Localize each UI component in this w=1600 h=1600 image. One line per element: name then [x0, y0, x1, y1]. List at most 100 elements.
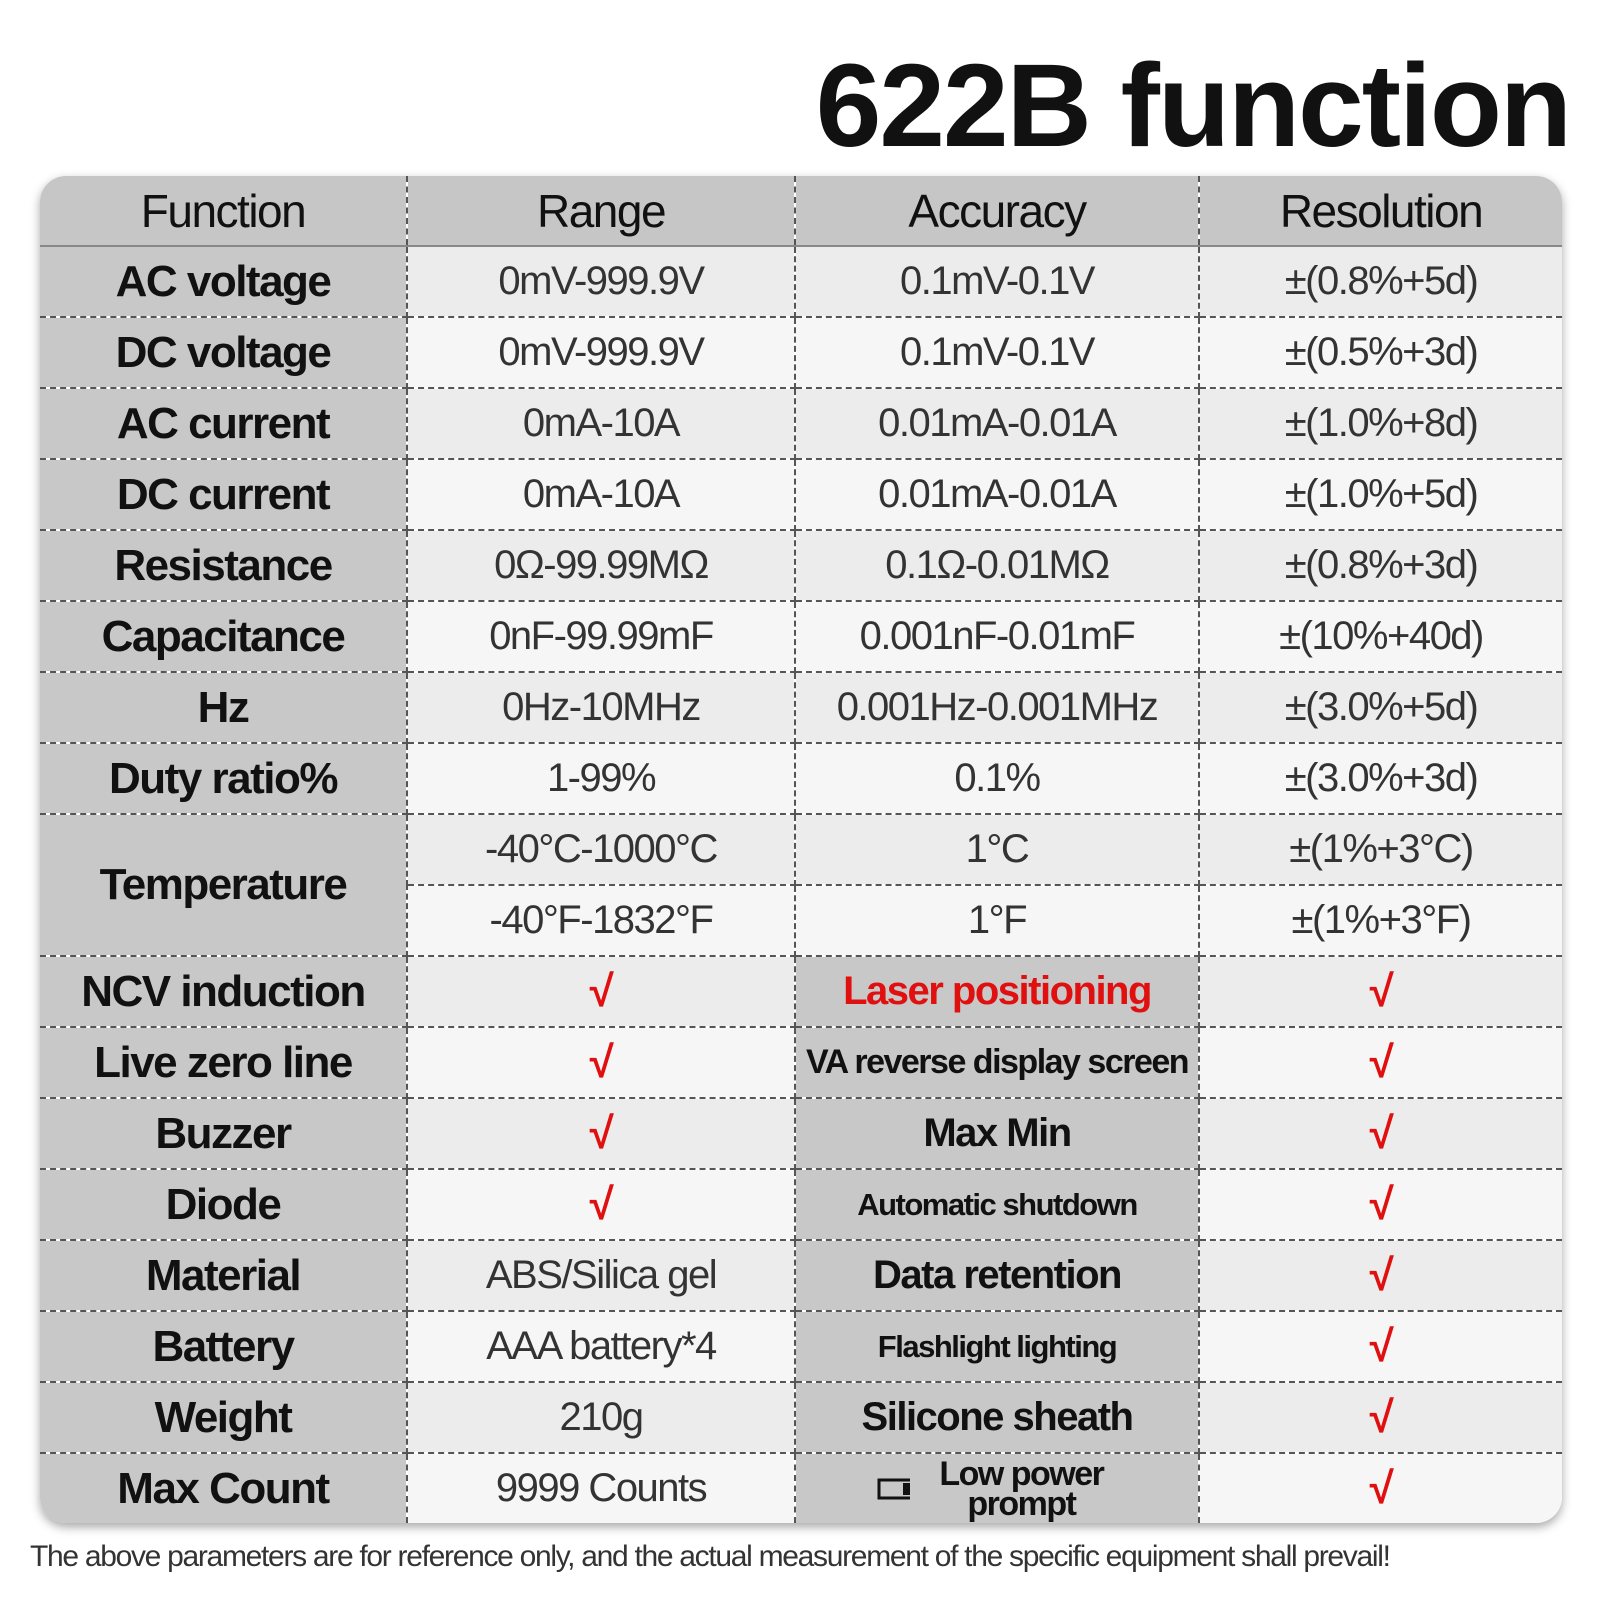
table-cell: ±(3.0%+3d) — [1198, 742, 1562, 815]
table-cell: Automatic shutdown — [794, 1168, 1200, 1241]
table-cell: Temperature — [40, 813, 408, 957]
table-cell: √ — [1198, 955, 1562, 1028]
table-cell: 0nF-99.99mF — [406, 600, 796, 673]
table-cell: -40°F-1832°F — [407, 884, 796, 957]
table-cell: √ — [1198, 1026, 1562, 1099]
table-cell: 0mA-10A — [406, 458, 796, 531]
table-row: -40°F-1832°F 1°F ±(1%+3°F) — [40, 884, 1562, 957]
table-cell: Low power prompt — [794, 1452, 1200, 1523]
table-cell: AAA battery*4 — [406, 1310, 796, 1383]
table-cell: √ — [1198, 1168, 1562, 1241]
table-cell: 0Hz-10MHz — [406, 671, 796, 744]
table-cell: √ — [406, 1026, 796, 1099]
table-cell: ±(1.0%+5d) — [1198, 458, 1562, 531]
table-cell: -40°C-1000°C — [406, 813, 796, 886]
table-cell: 1°C — [794, 813, 1200, 886]
table-cell: 0.01mA-0.01A — [794, 387, 1200, 460]
table-cell: ±(0.8%+5d) — [1198, 245, 1562, 318]
table-cell: ±(3.0%+5d) — [1198, 671, 1562, 744]
table-cell: ±(1%+3°F) — [1198, 884, 1562, 957]
table-row: Material ABS/Silica gel Data retention √ — [40, 1239, 1562, 1312]
table-cell: Data retention — [794, 1239, 1200, 1312]
table-cell: √ — [1198, 1097, 1562, 1170]
table-cell: Function — [40, 176, 408, 247]
table-cell: √ — [406, 955, 796, 1028]
table-cell: DC voltage — [40, 316, 408, 389]
table-cell: 0.1Ω-0.01MΩ — [794, 529, 1200, 602]
title: 622B function — [815, 40, 1572, 172]
table-cell: 210g — [406, 1381, 796, 1454]
table-cell: Silicone sheath — [794, 1381, 1200, 1454]
cell-text: Low power prompt — [939, 1454, 1105, 1523]
table-row: Max Count 9999 Counts Low power prompt √ — [40, 1452, 1562, 1523]
table-row: DC current 0mA-10A 0.01mA-0.01A ±(1.0%+5d) — [40, 458, 1562, 531]
table-cell: Flashlight lighting — [794, 1310, 1200, 1383]
table-cell: ±(1.0%+8d) — [1198, 387, 1562, 460]
table-cell: 9999 Counts — [406, 1452, 796, 1523]
table-row: AC current 0mA-10A 0.01mA-0.01A ±(1.0%+8d) — [40, 387, 1562, 460]
table-cell: Resistance — [40, 529, 408, 602]
table-cell: √ — [1198, 1310, 1562, 1383]
table-cell: 1°F — [794, 884, 1200, 957]
table-cell: Battery — [40, 1310, 408, 1383]
table-row: Duty ratio% 1-99% 0.1% ±(3.0%+3d) — [40, 742, 1562, 815]
table-row: Capacitance 0nF-99.99mF 0.001nF-0.01mF ±(10… — [40, 600, 1562, 673]
table-cell: 0mV-999.9V — [406, 316, 796, 389]
table-cell: Hz — [40, 671, 408, 744]
footer-note: The above parameters are for reference o… — [30, 1540, 1391, 1573]
table-cell: Resolution — [1198, 176, 1562, 247]
table-cell: AC current — [40, 387, 408, 460]
spec-table-frame: Function Range Accuracy Resolution AC voltag… — [40, 176, 1562, 1523]
table-cell: √ — [1198, 1239, 1562, 1312]
table-cell: Max Count — [40, 1452, 408, 1523]
table-cell: ±(0.8%+3d) — [1198, 529, 1562, 602]
table-cell: 0.1mV-0.1V — [794, 245, 1200, 318]
table-row: Hz 0Hz-10MHz 0.001Hz-0.001MHz ±(3.0%+5d) — [40, 671, 1562, 744]
table-cell: 0.01mA-0.01A — [794, 458, 1200, 531]
table-cell: √ — [406, 1168, 796, 1241]
table-row: Temperature -40°C-1000°C 1°C ±(1%+3°C) — [40, 813, 1562, 957]
table-cell: VA reverse display screen — [794, 1026, 1200, 1099]
table-cell: NCV induction — [40, 955, 408, 1028]
table-cell: √ — [406, 1097, 796, 1170]
table-cell: Buzzer — [40, 1097, 408, 1170]
table-cell: 0.1mV-0.1V — [794, 316, 1200, 389]
battery-icon — [877, 1478, 910, 1499]
low-power-label: Low power prompt — [877, 1454, 1117, 1523]
table-cell: √ — [1198, 1452, 1562, 1523]
table-cell: DC current — [40, 458, 408, 531]
table-cell: √ — [1198, 1381, 1562, 1454]
table-row: Weight 210g Silicone sheath √ — [40, 1381, 1562, 1454]
table-cell: Capacitance — [40, 600, 408, 673]
table-cell: ±(0.5%+3d) — [1198, 316, 1562, 389]
table-cell: 0.1% — [794, 742, 1200, 815]
table-cell: 0mA-10A — [406, 387, 796, 460]
table-row: AC voltage 0mV-999.9V 0.1mV-0.1V ±(0.8%+5d) — [40, 245, 1562, 318]
table-cell: Live zero line — [40, 1026, 408, 1099]
table-cell: AC voltage — [40, 245, 408, 318]
table-row: DC voltage 0mV-999.9V 0.1mV-0.1V ±(0.5%+3d) — [40, 316, 1562, 389]
table-cell: Material — [40, 1239, 408, 1312]
table-cell: 0Ω-99.99MΩ — [406, 529, 796, 602]
table-cell: Weight — [40, 1381, 408, 1454]
table-row: Diode √ Automatic shutdown √ — [40, 1168, 1562, 1241]
table-row: Function Range Accuracy Resolution — [40, 176, 1562, 247]
table-row: Resistance 0Ω-99.99MΩ 0.1Ω-0.01MΩ ±(0.8%+3d… — [40, 529, 1562, 602]
table-row: Buzzer √ Max Min √ — [40, 1097, 1562, 1170]
table-row: Live zero line √ VA reverse display screen… — [40, 1026, 1562, 1099]
table-cell: 1-99% — [406, 742, 796, 815]
table-cell: Accuracy — [794, 176, 1200, 247]
table-cell: Max Min — [794, 1097, 1200, 1170]
table-cell: Duty ratio% — [40, 742, 408, 815]
table-cell: Diode — [40, 1168, 408, 1241]
table-cell: ±(10%+40d) — [1198, 600, 1562, 673]
table-cell: 0mV-999.9V — [406, 245, 796, 318]
table-row: Battery AAA battery*4 Flashlight lighting √ — [40, 1310, 1562, 1383]
table-cell: 0.001nF-0.01mF — [794, 600, 1200, 673]
spec-table: Function Range Accuracy Resolution AC voltag… — [40, 176, 1562, 1523]
table-row: NCV induction √ Laser positioning √ — [40, 955, 1562, 1028]
table-cell: Range — [406, 176, 796, 247]
table-cell: ±(1%+3°C) — [1198, 813, 1562, 886]
table-cell: ABS/Silica gel — [406, 1239, 796, 1312]
